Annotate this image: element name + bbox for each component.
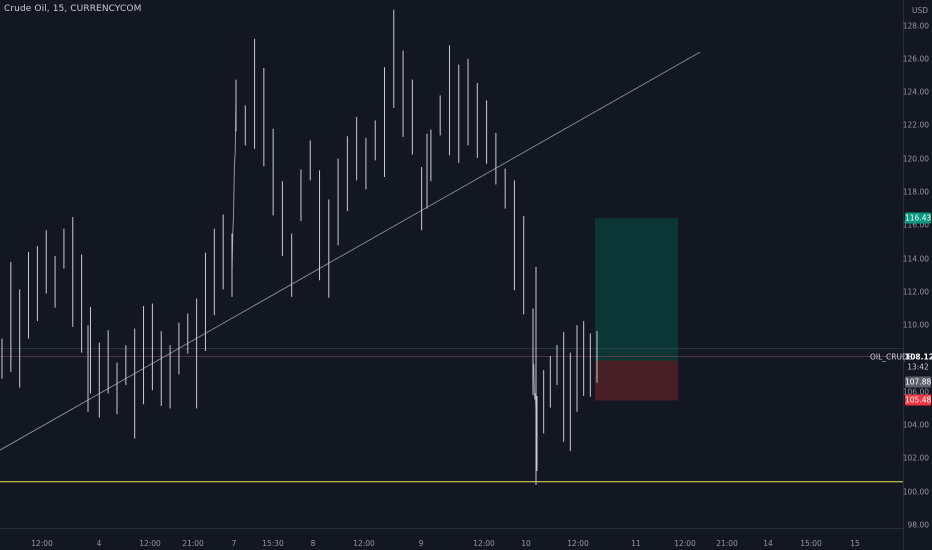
countdown-label: 13:42	[907, 362, 929, 371]
time-tick-label: 8	[310, 539, 316, 548]
price-chart[interactable]	[0, 0, 903, 528]
price-tick-label: 110.00	[902, 320, 929, 330]
time-tick-label: 7	[231, 539, 237, 548]
time-tick-label: 4	[96, 539, 102, 548]
time-axis[interactable]: 12:00 4 12:00 21:00 7 15:30 8 12:00 9 12:00 10 12:0…	[0, 528, 903, 550]
price-tick-label: 104.00	[902, 420, 929, 430]
price-tick-label: 98.00	[907, 520, 929, 530]
time-tick-label: 12:00	[567, 539, 589, 548]
stop-price-badge: 105.48	[905, 394, 932, 406]
time-tick-label: 12:00	[139, 539, 161, 548]
price-tick-label: 112.00	[902, 287, 929, 297]
time-tick-label: 14	[763, 539, 773, 548]
time-tick-label: 21:00	[182, 539, 204, 548]
price-tick-label: 102.00	[902, 453, 929, 463]
price-tick-label: 124.00	[902, 87, 929, 97]
price-tick-label: 118.00	[902, 187, 929, 197]
price-tick-label: 114.00	[902, 254, 929, 264]
last-price-badge: 108.12	[905, 351, 932, 362]
chart-lines	[0, 51, 903, 483]
target-price-badge: 116.43	[905, 212, 932, 224]
position-zones	[595, 218, 678, 401]
time-tick-label: 12:00	[353, 539, 375, 548]
entry-price-badge: 107.88	[905, 376, 932, 388]
time-tick-label: 15:00	[800, 539, 822, 548]
currency-label: USD	[911, 6, 928, 15]
price-tick-label: 106.00	[902, 387, 929, 397]
candles	[1, 9, 597, 486]
chart-title: Crude Oil, 15, CURRENCYCOM	[4, 4, 142, 14]
symbol-label: OIL_CRUDE	[870, 352, 913, 361]
price-axis[interactable]: USD 128.00 126.00 124.00 122.00 120.00 118.00…	[903, 0, 932, 550]
time-tick-label: 9	[418, 539, 424, 548]
price-tick-label: 116.00	[902, 220, 929, 230]
price-tick-label: 126.00	[902, 54, 929, 64]
price-tick-label: 122.00	[902, 120, 929, 130]
time-tick-label: 15	[850, 539, 860, 548]
target-zone	[595, 218, 678, 361]
price-tick-label: 100.00	[902, 487, 929, 497]
time-tick-label: 12:00	[674, 539, 696, 548]
price-path	[232, 98, 597, 422]
time-tick-label: 15:30	[262, 539, 284, 548]
price-tick-label: 120.00	[902, 154, 929, 164]
price-tick-label: 128.00	[902, 21, 929, 30]
time-tick-label: 21:00	[716, 539, 738, 548]
time-tick-label: 10	[521, 539, 531, 548]
time-tick-label: 11	[631, 539, 641, 548]
time-tick-label: 12:00	[31, 539, 53, 548]
stop-zone	[595, 360, 678, 401]
time-tick-label: 12:00	[473, 539, 495, 548]
